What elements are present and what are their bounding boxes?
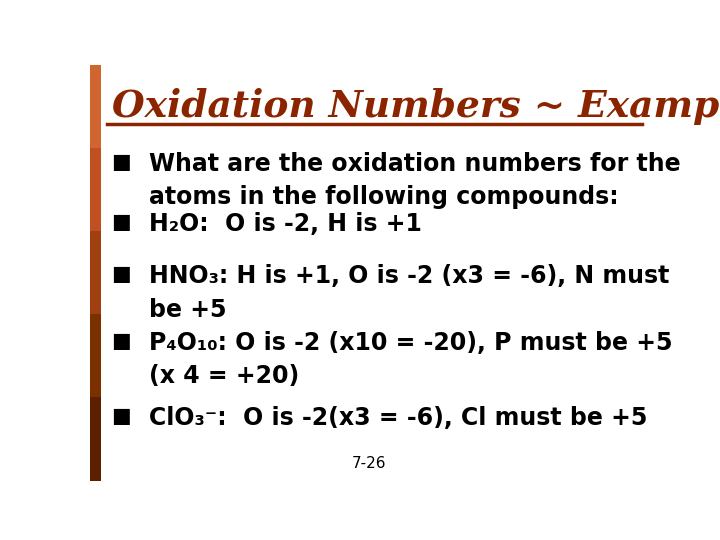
Text: atoms in the following compounds:: atoms in the following compounds: (148, 185, 618, 210)
Text: Oxidation Numbers ~ Examples: Oxidation Numbers ~ Examples (112, 87, 720, 125)
Text: H₂O:  O is -2, H is +1: H₂O: O is -2, H is +1 (148, 212, 421, 237)
Text: ■: ■ (111, 152, 130, 172)
Bar (90, 65, 101, 148)
Text: be +5: be +5 (148, 298, 226, 322)
Text: What are the oxidation numbers for the: What are the oxidation numbers for the (148, 152, 680, 176)
Bar (90, 148, 101, 231)
Text: (x 4 = +20): (x 4 = +20) (148, 364, 299, 388)
Bar (90, 314, 101, 397)
Text: HNO₃: H is +1, O is -2 (x3 = -6), N must: HNO₃: H is +1, O is -2 (x3 = -6), N must (148, 265, 669, 288)
Text: ClO₃⁻:  O is -2(x3 = -6), Cl must be +5: ClO₃⁻: O is -2(x3 = -6), Cl must be +5 (148, 406, 647, 430)
Text: P₄O₁₀: O is -2 (x10 = -20), P must be +5: P₄O₁₀: O is -2 (x10 = -20), P must be +5 (148, 331, 672, 355)
Text: ■: ■ (111, 331, 130, 351)
Bar (90, 397, 101, 481)
Text: ■: ■ (111, 212, 130, 232)
Text: ■: ■ (111, 265, 130, 285)
Bar (90, 231, 101, 314)
Text: ■: ■ (111, 406, 130, 426)
Text: 7-26: 7-26 (352, 456, 386, 471)
